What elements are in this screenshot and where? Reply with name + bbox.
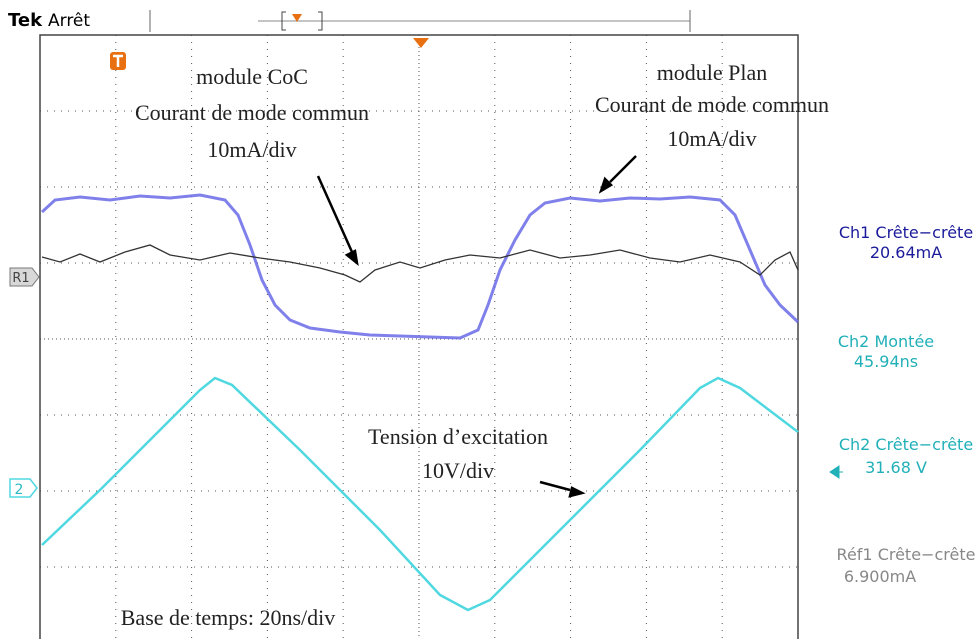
measurement-value: 6.900mA bbox=[844, 567, 916, 586]
annotation: 10mA/div bbox=[207, 137, 296, 162]
measurement-label: Ch1 Crête−crête bbox=[839, 223, 973, 242]
annotation: 10V/div bbox=[422, 458, 494, 483]
pointer bbox=[829, 465, 843, 479]
annotation: module CoC bbox=[196, 64, 308, 89]
channel-marker: 2 bbox=[9, 478, 38, 498]
brand: Tek bbox=[8, 10, 43, 31]
measurement-value: 31.68 V bbox=[865, 458, 927, 477]
annotation: Courant de mode commun bbox=[595, 92, 829, 117]
measurement-label: Ch2 Crête−crête bbox=[839, 435, 973, 454]
ref-label: R1 bbox=[12, 271, 29, 286]
trigger-icon bbox=[110, 52, 126, 70]
graticule-border bbox=[39, 34, 799, 639]
ch2-trace bbox=[41, 376, 799, 612]
window-bracket bbox=[281, 11, 323, 31]
measurement-value: 20.64mA bbox=[870, 243, 942, 262]
measurement-label: Réf1 Crête−crête bbox=[837, 545, 976, 564]
annotation: module Plan bbox=[657, 60, 768, 85]
ref1-trace bbox=[41, 244, 799, 283]
annotation: Base de temps: 20ns/div bbox=[121, 605, 335, 630]
measurement-label: Ch2 Montée bbox=[838, 332, 934, 351]
annotation: Courant de mode commun bbox=[135, 100, 369, 125]
ch1-trace bbox=[40, 193, 800, 340]
trigger-marker bbox=[292, 14, 302, 22]
annotation: Tension d’excitation bbox=[368, 424, 548, 449]
channel-label: 2 bbox=[15, 482, 24, 498]
ref-marker: R1 bbox=[9, 267, 40, 287]
annotation: 10mA/div bbox=[667, 126, 756, 151]
measurement-value: 45.94ns bbox=[854, 352, 918, 371]
trigger-position bbox=[413, 38, 429, 48]
status: Arrêt bbox=[48, 11, 90, 31]
arrows bbox=[316, 155, 637, 498]
grid bbox=[40, 35, 798, 639]
